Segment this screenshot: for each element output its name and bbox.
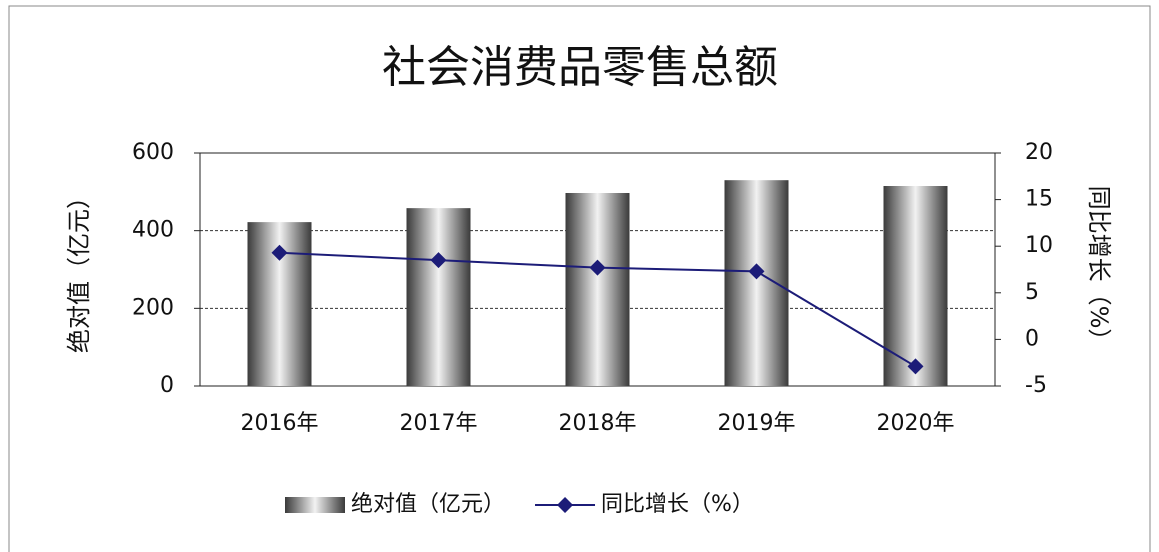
y2-tick-label: 0 [1025, 326, 1039, 351]
legend-label: 绝对值（亿元） [351, 492, 505, 517]
marker [748, 263, 765, 280]
bar [406, 208, 471, 386]
y2-tick-label: 5 [1025, 280, 1039, 305]
y-tick-label: 0 [160, 373, 174, 398]
y2-tick-label: 15 [1025, 187, 1053, 212]
chart-title: 社会消费品零售总额 [382, 42, 778, 93]
marker [589, 259, 606, 276]
y2-tick-label: 10 [1025, 233, 1053, 258]
y2-tick-label: -5 [1025, 373, 1047, 398]
legend-swatch [285, 497, 345, 513]
legend-label: 同比增长（%） [601, 492, 754, 517]
marker [907, 358, 924, 375]
y-tick-label: 400 [132, 218, 174, 243]
legend-swatch [557, 497, 574, 513]
y2-axis-label: 同比增长（%） [1085, 186, 1113, 353]
x-tick-label: 2019年 [718, 411, 796, 436]
y2-tick-label: 20 [1025, 140, 1053, 165]
x-tick-label: 2018年 [559, 411, 637, 436]
marker [271, 244, 288, 261]
y-tick-label: 200 [132, 295, 174, 320]
y-axis-label: 绝对值（亿元） [65, 185, 93, 353]
y-tick-label: 600 [132, 140, 174, 165]
x-tick-label: 2020年 [877, 411, 955, 436]
bar [883, 186, 948, 386]
x-tick-label: 2016年 [241, 411, 319, 436]
bar [565, 192, 630, 386]
marker [430, 252, 447, 269]
bar [724, 180, 789, 386]
x-tick-label: 2017年 [400, 411, 478, 436]
